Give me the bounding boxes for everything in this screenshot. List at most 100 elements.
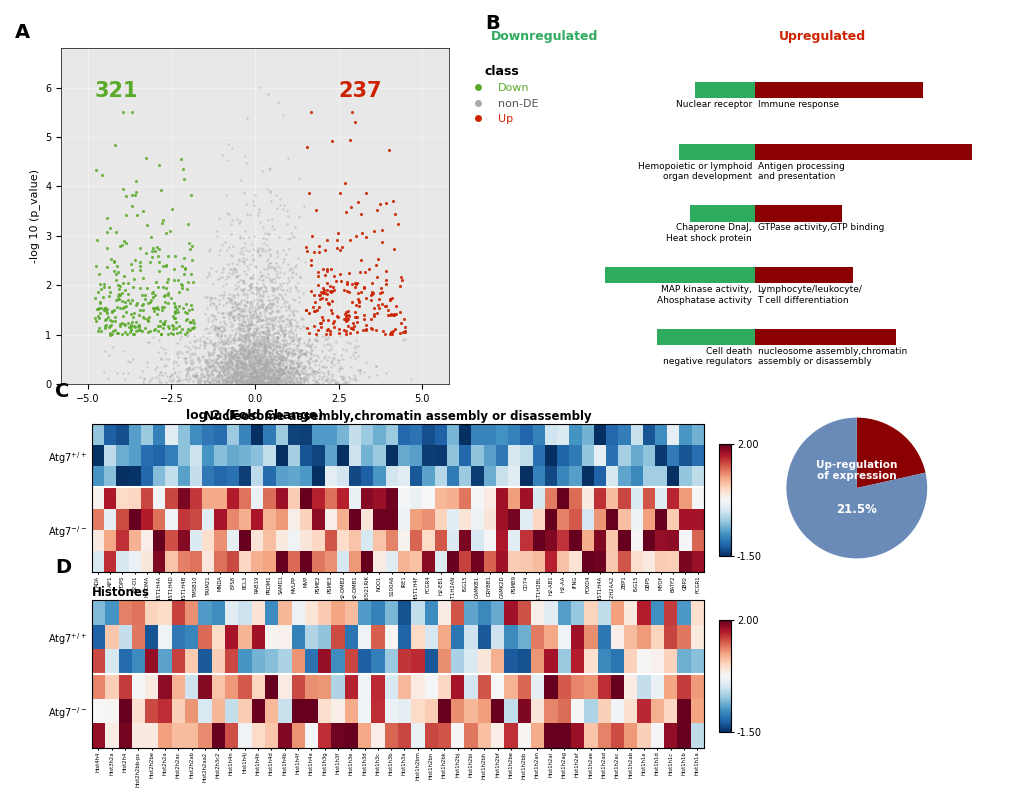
Legend: Down, non-DE, Up: Down, non-DE, Up — [462, 60, 542, 129]
Point — [239, 346, 256, 358]
Point — [103, 319, 119, 332]
Point — [282, 366, 299, 379]
Point — [137, 289, 153, 302]
Point — [228, 376, 245, 389]
Point — [234, 356, 251, 369]
Point — [321, 376, 337, 389]
Point — [145, 286, 161, 298]
Point — [234, 362, 251, 375]
Point — [268, 346, 284, 358]
Point — [319, 368, 335, 381]
Text: 21.5%: 21.5% — [836, 502, 876, 516]
Point — [238, 374, 255, 386]
Point — [192, 331, 208, 344]
Point — [242, 358, 258, 370]
Point — [247, 375, 263, 388]
Point — [322, 279, 338, 292]
Point — [277, 339, 293, 352]
Point — [296, 366, 312, 379]
Point — [234, 248, 251, 261]
Point — [264, 346, 280, 359]
Point — [269, 340, 285, 353]
Point — [254, 336, 270, 349]
Point — [240, 334, 257, 346]
Point — [346, 306, 363, 318]
Point — [184, 374, 201, 387]
Point — [243, 374, 259, 386]
Point — [232, 344, 249, 357]
Point — [173, 323, 190, 336]
Point — [230, 349, 247, 362]
Point — [248, 315, 264, 328]
Point — [204, 318, 220, 331]
Point — [284, 331, 301, 344]
Point — [252, 367, 268, 380]
Point — [230, 369, 247, 382]
Point — [256, 342, 272, 354]
Point — [282, 316, 299, 329]
Point — [235, 375, 252, 388]
Point — [301, 334, 317, 346]
Point — [288, 366, 305, 378]
Point — [261, 347, 277, 360]
Point — [104, 327, 120, 340]
Point — [232, 215, 249, 228]
Point — [255, 368, 271, 381]
Point — [224, 266, 240, 278]
Point — [266, 284, 282, 297]
Point — [301, 326, 317, 339]
Point — [266, 355, 282, 368]
Point — [268, 341, 284, 354]
Point — [268, 373, 284, 386]
Point — [231, 304, 248, 317]
Point — [246, 339, 262, 352]
Point — [223, 319, 239, 332]
Point — [200, 356, 216, 369]
Point — [338, 275, 355, 288]
Point — [245, 355, 261, 368]
Point — [228, 368, 245, 381]
Point — [133, 298, 150, 311]
Point — [254, 374, 270, 386]
Point — [204, 360, 220, 373]
Point — [297, 361, 313, 374]
Point — [234, 371, 251, 384]
Point — [252, 334, 268, 346]
Point — [255, 350, 271, 363]
Point — [197, 378, 213, 390]
Point — [258, 316, 274, 329]
Point — [260, 368, 276, 381]
Point — [186, 330, 203, 342]
Point — [93, 302, 109, 314]
Point — [234, 361, 251, 374]
Point — [313, 354, 329, 367]
Point — [254, 366, 270, 379]
Point — [243, 359, 259, 372]
Point — [280, 329, 297, 342]
Point — [212, 377, 228, 390]
Point — [269, 294, 285, 306]
Point — [201, 358, 217, 371]
Point — [307, 305, 323, 318]
Point — [260, 370, 276, 382]
Point — [166, 305, 182, 318]
Point — [267, 331, 283, 344]
Point — [229, 320, 246, 333]
Point — [258, 370, 274, 383]
Point — [245, 375, 261, 388]
Point — [256, 358, 272, 371]
Point — [254, 300, 270, 313]
Point — [250, 374, 266, 387]
Point — [189, 334, 205, 347]
Point — [151, 265, 167, 278]
Point — [254, 366, 270, 378]
Point — [209, 230, 225, 242]
Point — [245, 360, 261, 373]
Point — [229, 374, 246, 387]
Point — [262, 337, 278, 350]
Point — [214, 149, 230, 162]
Point — [199, 354, 215, 366]
Point — [292, 371, 309, 384]
Point — [288, 377, 305, 390]
Point — [243, 327, 259, 340]
